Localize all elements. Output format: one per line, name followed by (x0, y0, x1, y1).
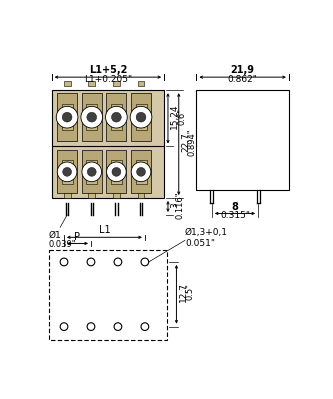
Text: 0.116": 0.116" (176, 191, 185, 219)
Circle shape (137, 168, 146, 176)
Text: L1+0.205": L1+0.205" (84, 75, 132, 84)
Circle shape (60, 323, 68, 330)
Bar (86, 160, 97, 184)
Bar (52, 90, 164, 198)
Circle shape (87, 168, 96, 176)
Text: Ø1,3+0,1: Ø1,3+0,1 (185, 228, 228, 237)
Bar (138, 194, 145, 198)
Text: 0.894": 0.894" (188, 128, 197, 156)
Text: 0.039": 0.039" (49, 240, 76, 249)
Text: Ø1: Ø1 (49, 231, 61, 239)
Bar (49, 250, 167, 340)
Circle shape (107, 162, 126, 182)
Text: 3: 3 (170, 202, 179, 208)
Circle shape (57, 162, 77, 182)
Bar (88, 81, 95, 86)
Bar (82, 93, 102, 141)
Circle shape (141, 258, 149, 266)
Circle shape (112, 112, 121, 122)
Circle shape (131, 162, 151, 182)
Text: 0.051": 0.051" (185, 239, 215, 248)
Circle shape (62, 112, 72, 122)
Bar (136, 104, 147, 130)
Bar (57, 150, 77, 194)
Circle shape (141, 323, 149, 330)
Circle shape (106, 107, 127, 128)
Circle shape (130, 107, 152, 128)
Text: 0.6": 0.6" (177, 107, 186, 124)
Text: 8: 8 (231, 201, 238, 211)
Bar (106, 93, 127, 141)
Text: 12,7: 12,7 (179, 282, 188, 302)
Bar (138, 81, 145, 86)
Circle shape (60, 258, 68, 266)
Circle shape (87, 112, 97, 122)
Bar (88, 194, 95, 198)
Circle shape (136, 112, 146, 122)
Text: P: P (75, 232, 81, 242)
Bar (106, 150, 127, 194)
Bar (111, 160, 122, 184)
Bar (196, 90, 289, 190)
Bar (82, 150, 102, 194)
Circle shape (63, 168, 72, 176)
Circle shape (114, 323, 122, 330)
Circle shape (56, 107, 78, 128)
Bar (113, 81, 120, 86)
Text: 21,9: 21,9 (231, 65, 255, 75)
Text: 0.862": 0.862" (228, 75, 258, 84)
Circle shape (112, 168, 121, 176)
Bar (111, 104, 122, 130)
Bar (86, 104, 97, 130)
Text: 0.5": 0.5" (186, 284, 195, 300)
Text: 15,24: 15,24 (170, 103, 179, 129)
Text: L1+5,2: L1+5,2 (89, 65, 127, 75)
Bar (131, 150, 151, 194)
Circle shape (114, 258, 122, 266)
Text: 22,7: 22,7 (181, 132, 190, 152)
Text: L1: L1 (99, 225, 110, 235)
Circle shape (87, 258, 95, 266)
Circle shape (82, 162, 102, 182)
Bar (136, 160, 147, 184)
Bar (57, 93, 77, 141)
Text: 0.315": 0.315" (220, 211, 250, 220)
Bar (113, 194, 120, 198)
Circle shape (81, 107, 103, 128)
Bar (62, 160, 73, 184)
Bar (62, 104, 73, 130)
Bar (131, 93, 151, 141)
Bar (64, 194, 71, 198)
Circle shape (87, 323, 95, 330)
Bar (64, 81, 71, 86)
